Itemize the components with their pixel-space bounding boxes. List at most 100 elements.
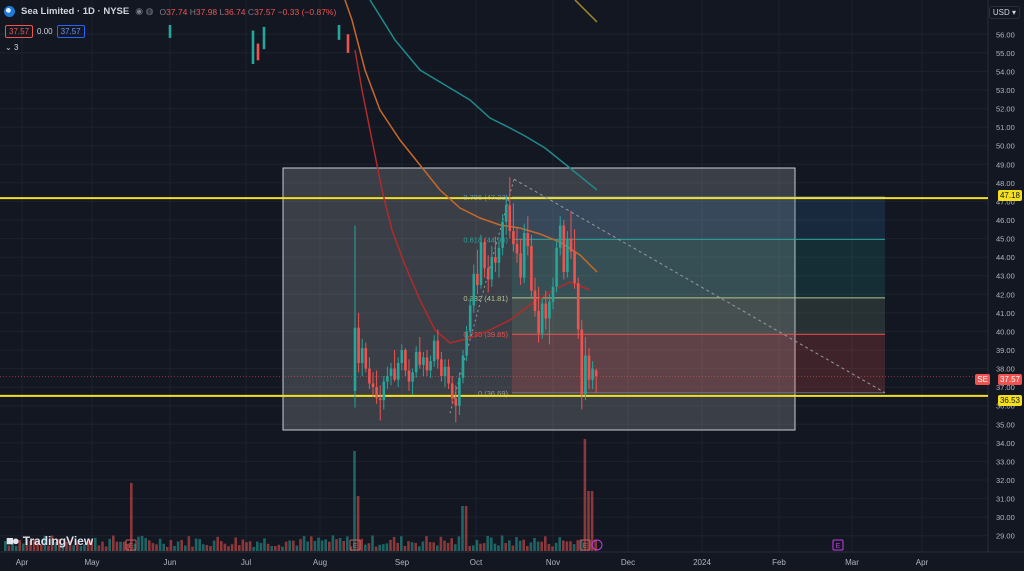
eye-icon[interactable]: ◉ ◍ [135, 6, 154, 16]
y-tick-label: 46.00 [996, 216, 1015, 225]
candle-body [548, 301, 551, 319]
y-tick-label: 44.00 [996, 253, 1015, 262]
candle-body [382, 381, 386, 401]
earnings-marker-label: E [583, 543, 588, 550]
volume-bar [72, 545, 75, 551]
fib-band [512, 334, 885, 393]
x-tick-label: Jul [241, 558, 251, 567]
candle-body [414, 351, 418, 373]
candle-body [436, 340, 440, 360]
candle-body [540, 303, 544, 334]
volume-bar [378, 544, 381, 551]
volume-bar [230, 544, 234, 551]
volume-bar [551, 546, 554, 551]
y-tick-label: 33.00 [996, 457, 1015, 466]
volume-bar [166, 546, 169, 551]
currency-selector[interactable]: USD ▾ [988, 6, 1020, 19]
x-tick-label: Feb [772, 558, 786, 567]
y-tick-label: 47.00 [996, 197, 1015, 206]
y-tick-label: 56.00 [996, 30, 1015, 39]
volume-bar [122, 541, 126, 551]
candle-body [490, 257, 494, 280]
volume-bar [554, 542, 558, 551]
y-tick-label: 37.00 [996, 383, 1015, 392]
volume-bar [212, 540, 216, 551]
sell-button[interactable]: 37.57 [5, 25, 34, 38]
symbol-title[interactable]: Sea Limited · 1D · NYSE [21, 6, 130, 17]
y-tick-label: 34.00 [996, 439, 1015, 448]
x-tick-label: Nov [546, 558, 560, 567]
y-tick-label: 36.00 [996, 402, 1015, 411]
volume-bar [173, 545, 176, 551]
candle-body [443, 366, 447, 376]
indicators-toggle[interactable]: ⌄ 3 [5, 43, 19, 52]
candle-body [450, 383, 454, 399]
buy-button[interactable]: 37.57 [56, 25, 85, 38]
x-tick-label: Aug [313, 558, 327, 567]
candle-body [551, 286, 555, 302]
volume-bar [295, 545, 299, 551]
volume-bar [184, 545, 187, 551]
candle-body [357, 327, 360, 363]
volume-bar [389, 539, 392, 551]
trend-line [513, 178, 886, 394]
x-tick-label: Sep [395, 558, 410, 567]
volume-bar [536, 541, 540, 551]
volume-bar [360, 538, 363, 551]
volume-bar [90, 539, 93, 551]
volume-bar [436, 545, 439, 551]
volume-bar [533, 537, 536, 551]
y-tick-label: 29.00 [996, 532, 1015, 541]
volume-bar [364, 544, 367, 551]
volume-bar [331, 535, 335, 551]
volume-bar [367, 543, 371, 551]
volume-bar [194, 538, 198, 551]
volume-bar [108, 538, 111, 551]
candle-body [371, 383, 375, 388]
candle-body [468, 305, 472, 332]
candle-body [544, 303, 548, 319]
candle-body [425, 357, 429, 371]
candle-body [393, 368, 396, 380]
volume-bar [234, 537, 237, 551]
y-tick-label: 31.00 [996, 495, 1015, 504]
candle-body [375, 387, 378, 399]
fib-band [512, 197, 885, 240]
volume-bar [25, 539, 29, 551]
fib-anchor-line [449, 179, 515, 414]
volume-bar [425, 536, 428, 551]
candle-body [337, 25, 341, 40]
volume-bar [259, 542, 263, 551]
earnings-marker [832, 539, 844, 551]
volume-bar [590, 491, 594, 551]
candle-body [472, 273, 476, 306]
candle-body [508, 205, 512, 232]
volume-bar [245, 542, 248, 551]
price-tag-lower-line: 36.53 [997, 395, 1022, 406]
x-tick-label: Apr [916, 558, 929, 567]
volume-bar [450, 538, 453, 551]
volume-bar [198, 539, 201, 551]
volume-bar [158, 538, 162, 551]
volume-bar [356, 496, 360, 551]
volume-bar [299, 539, 302, 551]
volume-bar [205, 544, 209, 551]
candle-body [591, 368, 594, 380]
candle-body [429, 361, 432, 371]
candle-body [479, 242, 483, 285]
volume-bar [241, 539, 245, 551]
candle-body [251, 30, 255, 65]
candle-body [396, 363, 400, 380]
earnings-marker [349, 539, 361, 551]
volume-bar [500, 535, 504, 551]
price-tag-upper-line: 47.18 [997, 190, 1022, 201]
volume-bar [461, 506, 464, 551]
candle-body [584, 355, 587, 395]
x-tick-label: 2024 [693, 558, 711, 567]
candle-body [486, 268, 490, 280]
candle-body [465, 331, 468, 356]
candle-body [418, 351, 422, 365]
volume-bar [162, 543, 165, 551]
tradingview-watermark[interactable]: ■● TradingView [6, 533, 94, 548]
